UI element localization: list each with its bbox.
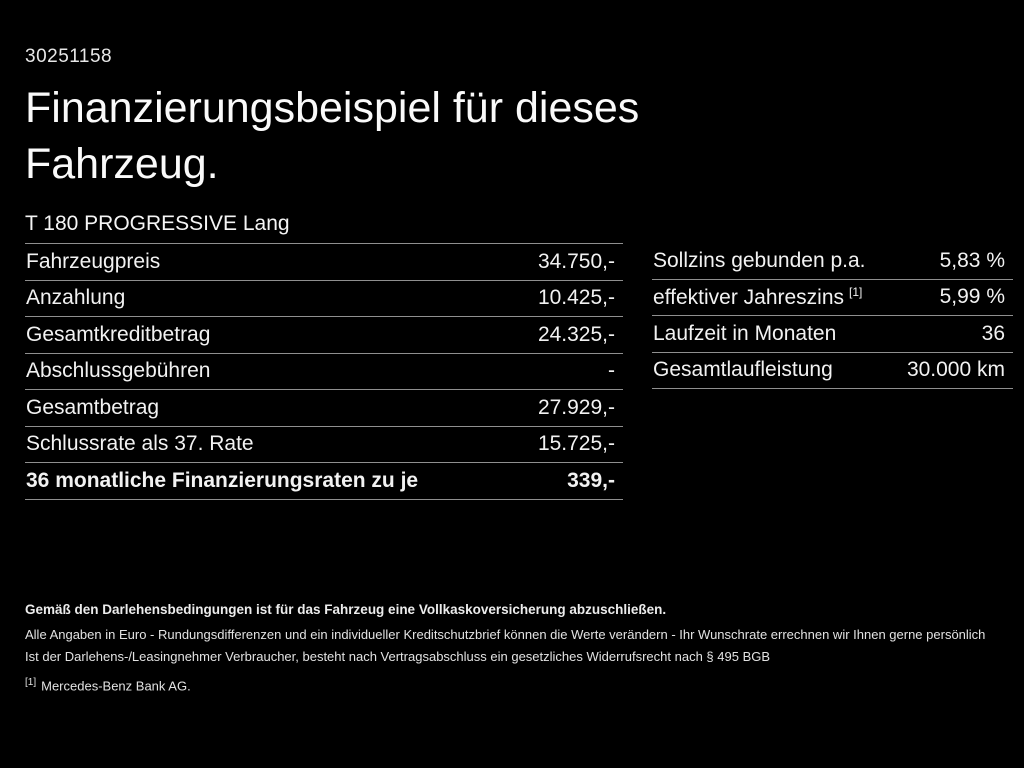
- table-row: Schlussrate als 37. Rate 15.725,-: [25, 427, 623, 463]
- footnote-ref: [1]: [25, 677, 37, 688]
- row-label: Sollzins gebunden p.a.: [653, 248, 866, 272]
- footnote-text: Mercedes-Benz Bank AG.: [41, 678, 191, 694]
- row-value: 10.425,-: [537, 286, 615, 310]
- table-row: Gesamtkreditbetrag 24.325,-: [25, 317, 623, 354]
- row-value: 339,-: [567, 468, 615, 492]
- row-label: 36 monatliche Finanzierungsraten zu je: [26, 468, 419, 492]
- page-title: Finanzierungsbeispiel für dieses Fahrzeu…: [25, 84, 640, 188]
- vehicle-model: T 180 PROGRESSIVE Lang: [25, 212, 290, 235]
- row-value: 15.725,-: [537, 432, 615, 456]
- table-row-monthly-rate: 36 monatliche Finanzierungsraten zu je 3…: [25, 463, 623, 500]
- rate-table: Sollzins gebunden p.a. 5,83 % effektiver…: [652, 243, 1013, 389]
- row-value: 24.325,-: [537, 322, 615, 346]
- table-row: Anzahlung 10.425,-: [25, 281, 623, 317]
- row-value: 27.929,-: [537, 395, 615, 419]
- footer-disclaimers: Gemäß den Darlehensbedingungen ist für d…: [25, 602, 1010, 693]
- table-row: Laufzeit in Monaten 36: [652, 316, 1013, 353]
- row-label: Fahrzeugpreis: [26, 249, 161, 273]
- table-row: Abschlussgebühren -: [25, 354, 623, 390]
- row-value: 34.750,-: [537, 249, 615, 273]
- footer-note: [1] Mercedes-Benz Bank AG.: [25, 677, 1010, 693]
- table-row: Sollzins gebunden p.a. 5,83 %: [652, 243, 1013, 280]
- table-row: effektiver Jahreszins [1] 5,99 %: [652, 280, 1013, 316]
- row-label: Anzahlung: [26, 286, 126, 310]
- financing-table: Fahrzeugpreis 34.750,- Anzahlung 10.425,…: [25, 243, 623, 500]
- row-label: Gesamtbetrag: [26, 395, 160, 419]
- row-value: -: [608, 359, 615, 383]
- row-value: 36: [981, 321, 1005, 345]
- footer-disclaimer: Ist der Darlehens-/Leasingnehmer Verbrau…: [25, 649, 771, 664]
- row-label: effektiver Jahreszins [1]: [653, 284, 863, 309]
- footnote-ref: [1]: [849, 284, 863, 299]
- row-value: 5,99 %: [939, 285, 1005, 309]
- row-label: Schlussrate als 37. Rate: [26, 432, 254, 456]
- table-row: Gesamtbetrag 27.929,-: [25, 390, 623, 427]
- table-row: Fahrzeugpreis 34.750,-: [25, 244, 623, 281]
- document-id: 30251158: [25, 46, 113, 67]
- table-row: Gesamtlaufleistung 30.000 km: [652, 353, 1013, 389]
- row-label: Laufzeit in Monaten: [653, 321, 837, 345]
- footer-disclaimer: Alle Angaben in Euro - Rundungsdifferenz…: [25, 627, 986, 642]
- row-label: Gesamtlaufleistung: [653, 358, 833, 382]
- row-label: Abschlussgebühren: [26, 359, 211, 383]
- financing-tables: Fahrzeugpreis 34.750,- Anzahlung 10.425,…: [25, 243, 1013, 500]
- row-value: 5,83 %: [939, 248, 1005, 272]
- row-label: Gesamtkreditbetrag: [26, 322, 211, 346]
- footer-disclaimer-bold: Gemäß den Darlehensbedingungen ist für d…: [25, 602, 667, 617]
- row-value: 30.000 km: [906, 358, 1005, 382]
